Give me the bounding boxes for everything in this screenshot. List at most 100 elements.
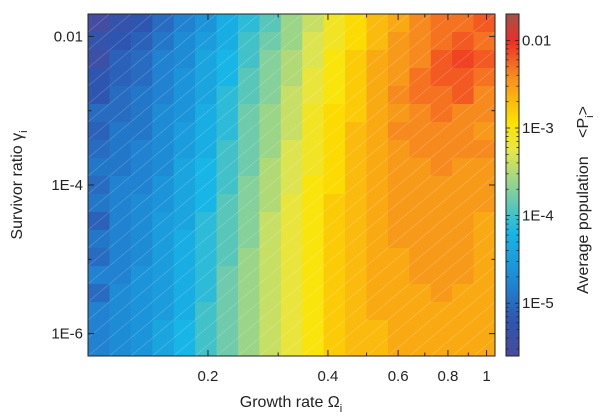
heatmap-cell (430, 248, 453, 267)
heatmap-cell-diagonal (473, 103, 495, 123)
heatmap-cell-diagonal (451, 283, 474, 303)
heatmap-cell-diagonal (259, 121, 281, 141)
x-axis-label: Growth rate Ωi (240, 394, 342, 415)
heatmap-cell-diagonal (302, 67, 324, 87)
heatmap-cell-diagonal (109, 67, 132, 87)
heatmap-cell-diagonal (366, 49, 389, 69)
x-tick-label: 0.8 (438, 368, 459, 385)
y-axis-label-main: Survivor ratio γ (9, 133, 26, 240)
heatmap-cell (323, 212, 346, 231)
heatmap-cell-diagonal (194, 337, 217, 356)
heatmap-cell-diagonal (173, 157, 196, 177)
heatmap-cell-diagonal (344, 319, 367, 339)
heatmap-cell (88, 176, 111, 195)
heatmap-cell (345, 104, 368, 123)
heatmap-cell-diagonal (302, 121, 324, 141)
heatmap-cell-diagonal (152, 283, 174, 303)
heatmap-cell-diagonal (152, 49, 174, 69)
heatmap-cell (345, 338, 368, 356)
heatmap-cell-diagonal (216, 247, 239, 267)
heatmap-cell-diagonal (302, 49, 324, 69)
heatmap-cell (302, 14, 325, 33)
heatmap-cell (387, 14, 410, 33)
heatmap-cell (387, 248, 410, 267)
heatmap-cell (280, 140, 303, 159)
heatmap-cell-diagonal (259, 31, 281, 51)
heatmap-cell-diagonal (451, 31, 474, 51)
heatmap-cell (430, 158, 453, 177)
heatmap-cell (259, 266, 282, 285)
heatmap-cell (216, 212, 239, 231)
heatmap-cell-diagonal (409, 121, 431, 141)
heatmap-cell-diagonal (344, 85, 367, 105)
heatmap-cell (452, 122, 475, 141)
heatmap-cell-diagonal (409, 31, 431, 51)
heatmap-cell-diagonal (409, 193, 431, 213)
heatmap-cell (259, 86, 282, 105)
heatmap-cell (366, 86, 389, 105)
heatmap-cell-diagonal (409, 211, 431, 231)
heatmap-cell (216, 320, 239, 339)
heatmap-cell-diagonal (259, 67, 281, 87)
heatmap-cell (280, 212, 303, 231)
heatmap-cell-diagonal (344, 139, 367, 159)
heatmap-cell-diagonal (216, 14, 239, 33)
heatmap-cell (280, 320, 303, 339)
heatmap-cell (280, 338, 303, 356)
heatmap-cell (237, 284, 260, 303)
heatmap-cell (323, 104, 346, 123)
heatmap-cell (237, 230, 260, 249)
heatmap-cell (452, 86, 475, 105)
heatmap-cell (280, 248, 303, 267)
heatmap-cell (173, 68, 196, 87)
heatmap-cell-diagonal (430, 49, 453, 69)
heatmap-cell (430, 194, 453, 213)
heatmap-cell-diagonal (216, 157, 239, 177)
heatmap-cell (323, 338, 346, 356)
heatmap-cell-diagonal (302, 247, 324, 267)
heatmap-cell (259, 338, 282, 356)
heatmap-cell (130, 122, 153, 141)
heatmap-cell-diagonal (451, 157, 474, 177)
heatmap-cell-diagonal (194, 157, 217, 177)
heatmap-cell-diagonal (259, 319, 281, 339)
heatmap-cell (430, 104, 453, 123)
heatmap-cell-diagonal (323, 85, 346, 105)
heatmap-cell-diagonal (130, 283, 153, 303)
heatmap-cell (152, 248, 175, 267)
heatmap-cell (387, 302, 410, 321)
heatmap-cell (452, 158, 475, 177)
heatmap-cell (259, 248, 282, 267)
heatmap-cell (409, 302, 432, 321)
heatmap-cell (259, 194, 282, 213)
heatmap-cell (109, 284, 132, 303)
heatmap-cell (473, 104, 495, 123)
heatmap-cell (473, 320, 495, 339)
heatmap-cell (409, 194, 432, 213)
heatmap-cell-diagonal (451, 319, 474, 339)
heatmap-cell-diagonal (173, 103, 196, 123)
heatmap-cell (452, 248, 475, 267)
x-tick-label: 0.2 (198, 368, 219, 385)
heatmap-cell (259, 320, 282, 339)
heatmap-cell (387, 194, 410, 213)
heatmap-cell (130, 68, 153, 87)
heatmap-cell-diagonal (387, 265, 410, 285)
heatmap-cell-diagonal (237, 67, 260, 87)
heatmap-cell-diagonal (130, 337, 153, 356)
heatmap-cell (302, 32, 325, 51)
heatmap-cell-diagonal (387, 85, 410, 105)
heatmap-cell-diagonal (344, 301, 367, 321)
heatmap-cell-diagonal (323, 301, 346, 321)
heatmap-cell (345, 14, 368, 33)
heatmap-cell (130, 230, 153, 249)
heatmap-cell-diagonal (323, 121, 346, 141)
heatmap-cell (430, 320, 453, 339)
heatmap-cell (259, 32, 282, 51)
x-tick-label: 0.6 (388, 368, 409, 385)
heatmap-cell (259, 176, 282, 195)
heatmap-cell (323, 230, 346, 249)
heatmap-cell (109, 230, 132, 249)
heatmap-cell (366, 212, 389, 231)
heatmap-cell-diagonal (430, 31, 453, 51)
